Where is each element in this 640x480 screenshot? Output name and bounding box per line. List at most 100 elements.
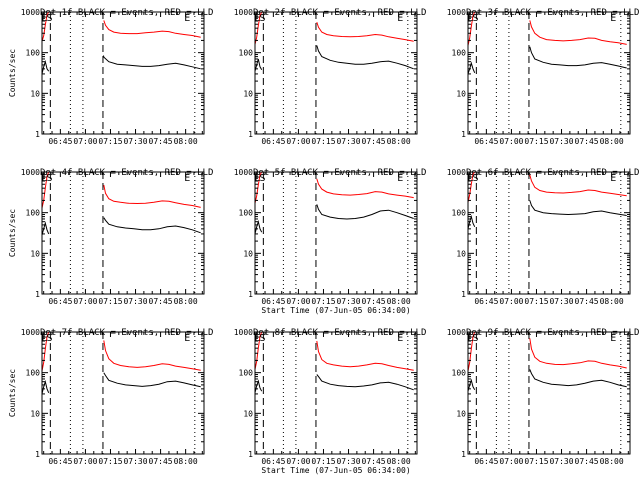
series-lld-line: [42, 172, 50, 209]
y-tick-label: 10: [243, 409, 253, 418]
series-lld-line: [42, 12, 50, 42]
series-events-line: [42, 221, 50, 236]
x-tick-label: 07:15: [311, 297, 335, 306]
event-marker-label: E: [610, 173, 616, 184]
panel-det-2: Det 2f BLACK = Events, RED = LLD11010010…: [234, 8, 427, 146]
series-events-line: [316, 204, 414, 220]
y-tick-label: 100: [452, 49, 467, 58]
series-lld-line: [255, 12, 263, 45]
y-tick-label: 10: [30, 409, 40, 418]
plot-frame: [41, 171, 205, 295]
y-tick-label: 100: [452, 369, 467, 378]
x-tick-label: 07:45: [575, 297, 599, 306]
event-marker-label: E: [610, 333, 616, 344]
y-tick-label: 10: [456, 409, 466, 418]
x-tick-label: 07:45: [362, 297, 386, 306]
x-tick-label: 07:45: [362, 137, 386, 146]
series-events-line: [529, 369, 627, 388]
x-tick-label: 07:45: [362, 457, 386, 466]
panel-det-5: Det 5f BLACK = Events, RED = LLD11010010…: [234, 168, 427, 315]
y-tick-label: 100: [239, 209, 254, 218]
panel-det-4: Det 4f BLACK = Events, RED = LLD11010010…: [8, 168, 213, 306]
event-marker-label: E: [184, 333, 190, 344]
x-tick-label: 08:00: [600, 137, 624, 146]
x-tick-label: 07:30: [336, 297, 360, 306]
event-marker-label: E: [397, 173, 403, 184]
x-tick-label: 07:00: [499, 137, 523, 146]
x-tick-label: 07:00: [73, 137, 97, 146]
x-tick-label: 08:00: [387, 137, 411, 146]
y-tick-label: 100: [239, 49, 254, 58]
panel-det-8: Det 8f BLACK = Events, RED = LLD11010010…: [234, 328, 427, 475]
y-tick-label: 10: [243, 89, 253, 98]
y-tick-label: 1000: [21, 8, 40, 17]
x-tick-label: 07:15: [524, 137, 548, 146]
x-tick-label: 06:45: [48, 297, 72, 306]
x-axis-label: Start Time (07-Jun-05 06:34:00): [261, 306, 410, 315]
event-marker-label: S: [472, 333, 478, 344]
series-events-line: [255, 379, 263, 393]
event-marker-label: E: [610, 13, 616, 24]
event-marker-label: E: [254, 173, 260, 184]
x-tick-label: 06:45: [474, 457, 498, 466]
series-events-line: [529, 200, 627, 216]
event-marker-label: S: [46, 13, 52, 24]
x-tick-label: 07:15: [311, 457, 335, 466]
x-tick-label: 07:30: [549, 137, 573, 146]
y-tick-label: 1000: [234, 8, 253, 17]
x-tick-label: 07:45: [149, 137, 173, 146]
x-tick-label: 07:30: [549, 297, 573, 306]
event-marker-label: E: [254, 13, 260, 24]
event-marker-label: S: [46, 173, 52, 184]
x-tick-label: 06:45: [474, 297, 498, 306]
x-tick-label: 06:45: [261, 297, 285, 306]
plot-frame: [254, 11, 418, 135]
y-axis-label: Counts/sec: [8, 49, 17, 97]
y-tick-label: 10: [243, 249, 253, 258]
series-events-line: [42, 59, 50, 75]
x-tick-label: 08:00: [600, 297, 624, 306]
x-tick-label: 06:45: [261, 457, 285, 466]
x-axis-label: Start Time (07-Jun-05 06:34:00): [261, 466, 410, 475]
y-tick-label: 1: [35, 450, 40, 459]
y-tick-label: 10: [30, 89, 40, 98]
series-events-line: [103, 372, 201, 388]
x-tick-label: 08:00: [174, 137, 198, 146]
x-tick-label: 07:30: [336, 137, 360, 146]
x-tick-label: 07:00: [499, 457, 523, 466]
series-events-line: [255, 219, 263, 235]
y-tick-label: 100: [452, 209, 467, 218]
series-lld-line: [529, 20, 627, 45]
y-tick-label: 1000: [447, 168, 466, 177]
x-tick-label: 06:45: [261, 137, 285, 146]
y-tick-label: 1000: [234, 168, 253, 177]
y-tick-label: 1000: [234, 328, 253, 337]
y-axis-label: Counts/sec: [8, 369, 17, 417]
event-marker-label: E: [467, 333, 473, 344]
panel-det-6: Det 6f BLACK = Events, RED = LLD11010010…: [447, 168, 640, 306]
x-tick-label: 06:45: [48, 457, 72, 466]
x-tick-label: 07:15: [311, 137, 335, 146]
x-tick-label: 07:30: [549, 457, 573, 466]
y-tick-label: 1: [461, 290, 466, 299]
x-tick-label: 07:45: [575, 137, 599, 146]
event-marker-label: S: [472, 13, 478, 24]
event-marker-label: E: [397, 333, 403, 344]
event-marker-label: S: [472, 173, 478, 184]
y-tick-label: 1: [461, 450, 466, 459]
x-tick-label: 07:30: [336, 457, 360, 466]
series-lld-line: [468, 172, 476, 203]
panel-det-7: Det 7f BLACK = Events, RED = LLD11010010…: [8, 328, 213, 466]
y-tick-label: 1: [248, 130, 253, 139]
series-events-line: [316, 374, 414, 391]
x-tick-label: 08:00: [174, 457, 198, 466]
x-tick-label: 06:45: [48, 137, 72, 146]
series-events-line: [42, 379, 50, 395]
y-tick-label: 100: [26, 209, 41, 218]
event-marker-label: S: [259, 173, 265, 184]
plot-frame: [467, 11, 631, 135]
series-events-line: [103, 217, 201, 234]
series-events-line: [468, 214, 476, 229]
y-tick-label: 10: [456, 249, 466, 258]
